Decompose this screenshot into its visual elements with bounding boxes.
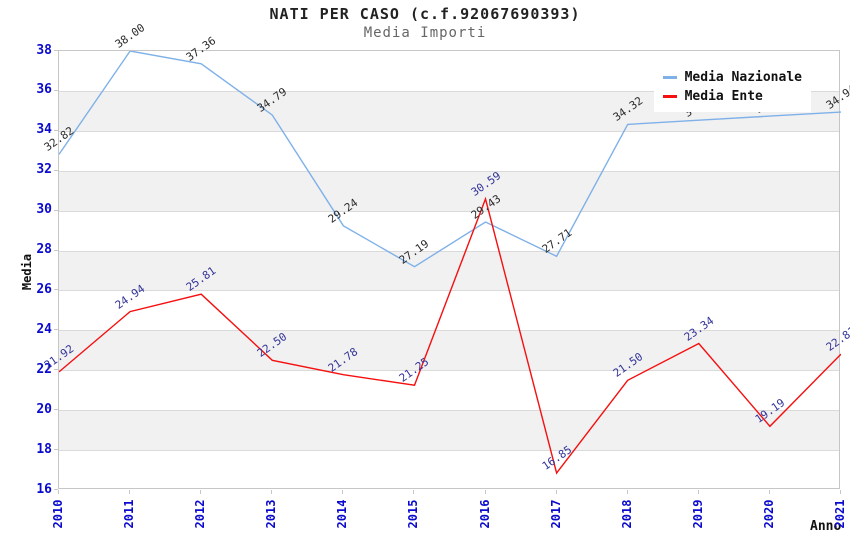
y-tick-mark: [54, 50, 58, 51]
gridline: [59, 170, 839, 172]
x-tick-label: 2017: [548, 499, 563, 529]
gridline: [59, 210, 839, 212]
y-tick-label: 28: [36, 242, 52, 258]
x-tick-mark: [200, 490, 202, 494]
y-tick-mark: [54, 129, 58, 131]
legend: Media Nazionale Media Ente: [653, 63, 811, 112]
x-tick-mark: [413, 490, 415, 494]
x-tick-mark: [129, 490, 131, 494]
y-tick-mark: [54, 449, 58, 451]
y-tick-label: 24: [36, 321, 52, 337]
gridline: [59, 90, 839, 92]
x-axis-title: Anno: [810, 519, 842, 534]
plot-area: 32.82 38.00 37.36 34.79 29.24 27.19 29.43 27.71…: [42, 21, 850, 489]
chart-title: NATI PER CASO (c.f.92067690393): [269, 5, 581, 23]
plot-band: [59, 410, 839, 451]
x-tick-label: 2012: [193, 499, 208, 529]
y-tick-mark: [54, 249, 58, 251]
plot-band: [59, 250, 839, 291]
x-tick-label: 2016: [477, 499, 492, 529]
gridline: [59, 250, 839, 252]
gridline: [59, 410, 839, 412]
y-tick-mark: [54, 169, 58, 171]
legend-item: Media Ente: [662, 87, 802, 106]
x-tick-mark: [626, 490, 628, 494]
x-tick-label: 2018: [619, 499, 634, 529]
x-tick-label: 2020: [761, 499, 776, 529]
y-tick-label: 32: [36, 162, 52, 178]
x-tick-label: 2014: [335, 499, 350, 529]
x-tick-label: 2011: [122, 499, 137, 529]
x-tick-mark: [271, 490, 273, 494]
y-tick-label: 34: [36, 122, 52, 138]
x-tick-label: 2010: [51, 499, 65, 529]
y-tick-mark: [54, 369, 58, 371]
x-tick-mark: [484, 490, 486, 494]
series-line-ente: [59, 196, 841, 475]
y-tick-label: 26: [36, 281, 52, 297]
plot-band: [59, 170, 839, 211]
line-series-layer: [59, 51, 841, 475]
y-tick-label: 22: [36, 361, 52, 377]
chart-subtitle: Media Importi: [363, 25, 487, 41]
gridline: [59, 290, 839, 292]
x-tick-label: 2013: [264, 499, 279, 529]
x-tick-label: 2015: [406, 499, 421, 529]
gridline: [59, 330, 839, 332]
y-tick-mark: [54, 409, 58, 411]
x-tick-mark: [768, 490, 770, 494]
legend-label: Media Nazionale: [684, 70, 802, 85]
y-tick-label: 36: [36, 82, 52, 98]
y-tick-label: 38: [36, 42, 52, 58]
series-line-nazionale: [59, 51, 841, 268]
legend-label: Media Ente: [684, 89, 763, 104]
x-tick-mark: [555, 490, 557, 494]
gridline: [59, 130, 839, 132]
gridline: [59, 370, 839, 372]
x-tick-mark: [342, 490, 344, 494]
x-tick-mark: [840, 490, 841, 494]
y-tick-label: 30: [36, 202, 52, 218]
y-tick-mark: [54, 209, 58, 211]
x-tick-label: 2021: [833, 499, 847, 529]
x-tick-label: 2019: [690, 499, 705, 529]
legend-item: Media Nazionale: [662, 68, 802, 87]
legend-dash-icon: [662, 76, 677, 79]
legend-dash-icon: [662, 95, 677, 98]
y-tick-mark: [54, 329, 58, 331]
y-tick-mark: [54, 89, 58, 91]
plot-band: [59, 330, 839, 371]
x-tick-mark: [58, 490, 59, 494]
y-tick-label: 16: [36, 481, 52, 497]
x-tick-mark: [697, 490, 699, 494]
y-tick-label: 18: [36, 441, 52, 457]
y-tick-mark: [54, 489, 58, 490]
gridline: [59, 450, 839, 452]
y-tick-mark: [54, 289, 58, 291]
y-tick-label: 20: [36, 401, 52, 417]
